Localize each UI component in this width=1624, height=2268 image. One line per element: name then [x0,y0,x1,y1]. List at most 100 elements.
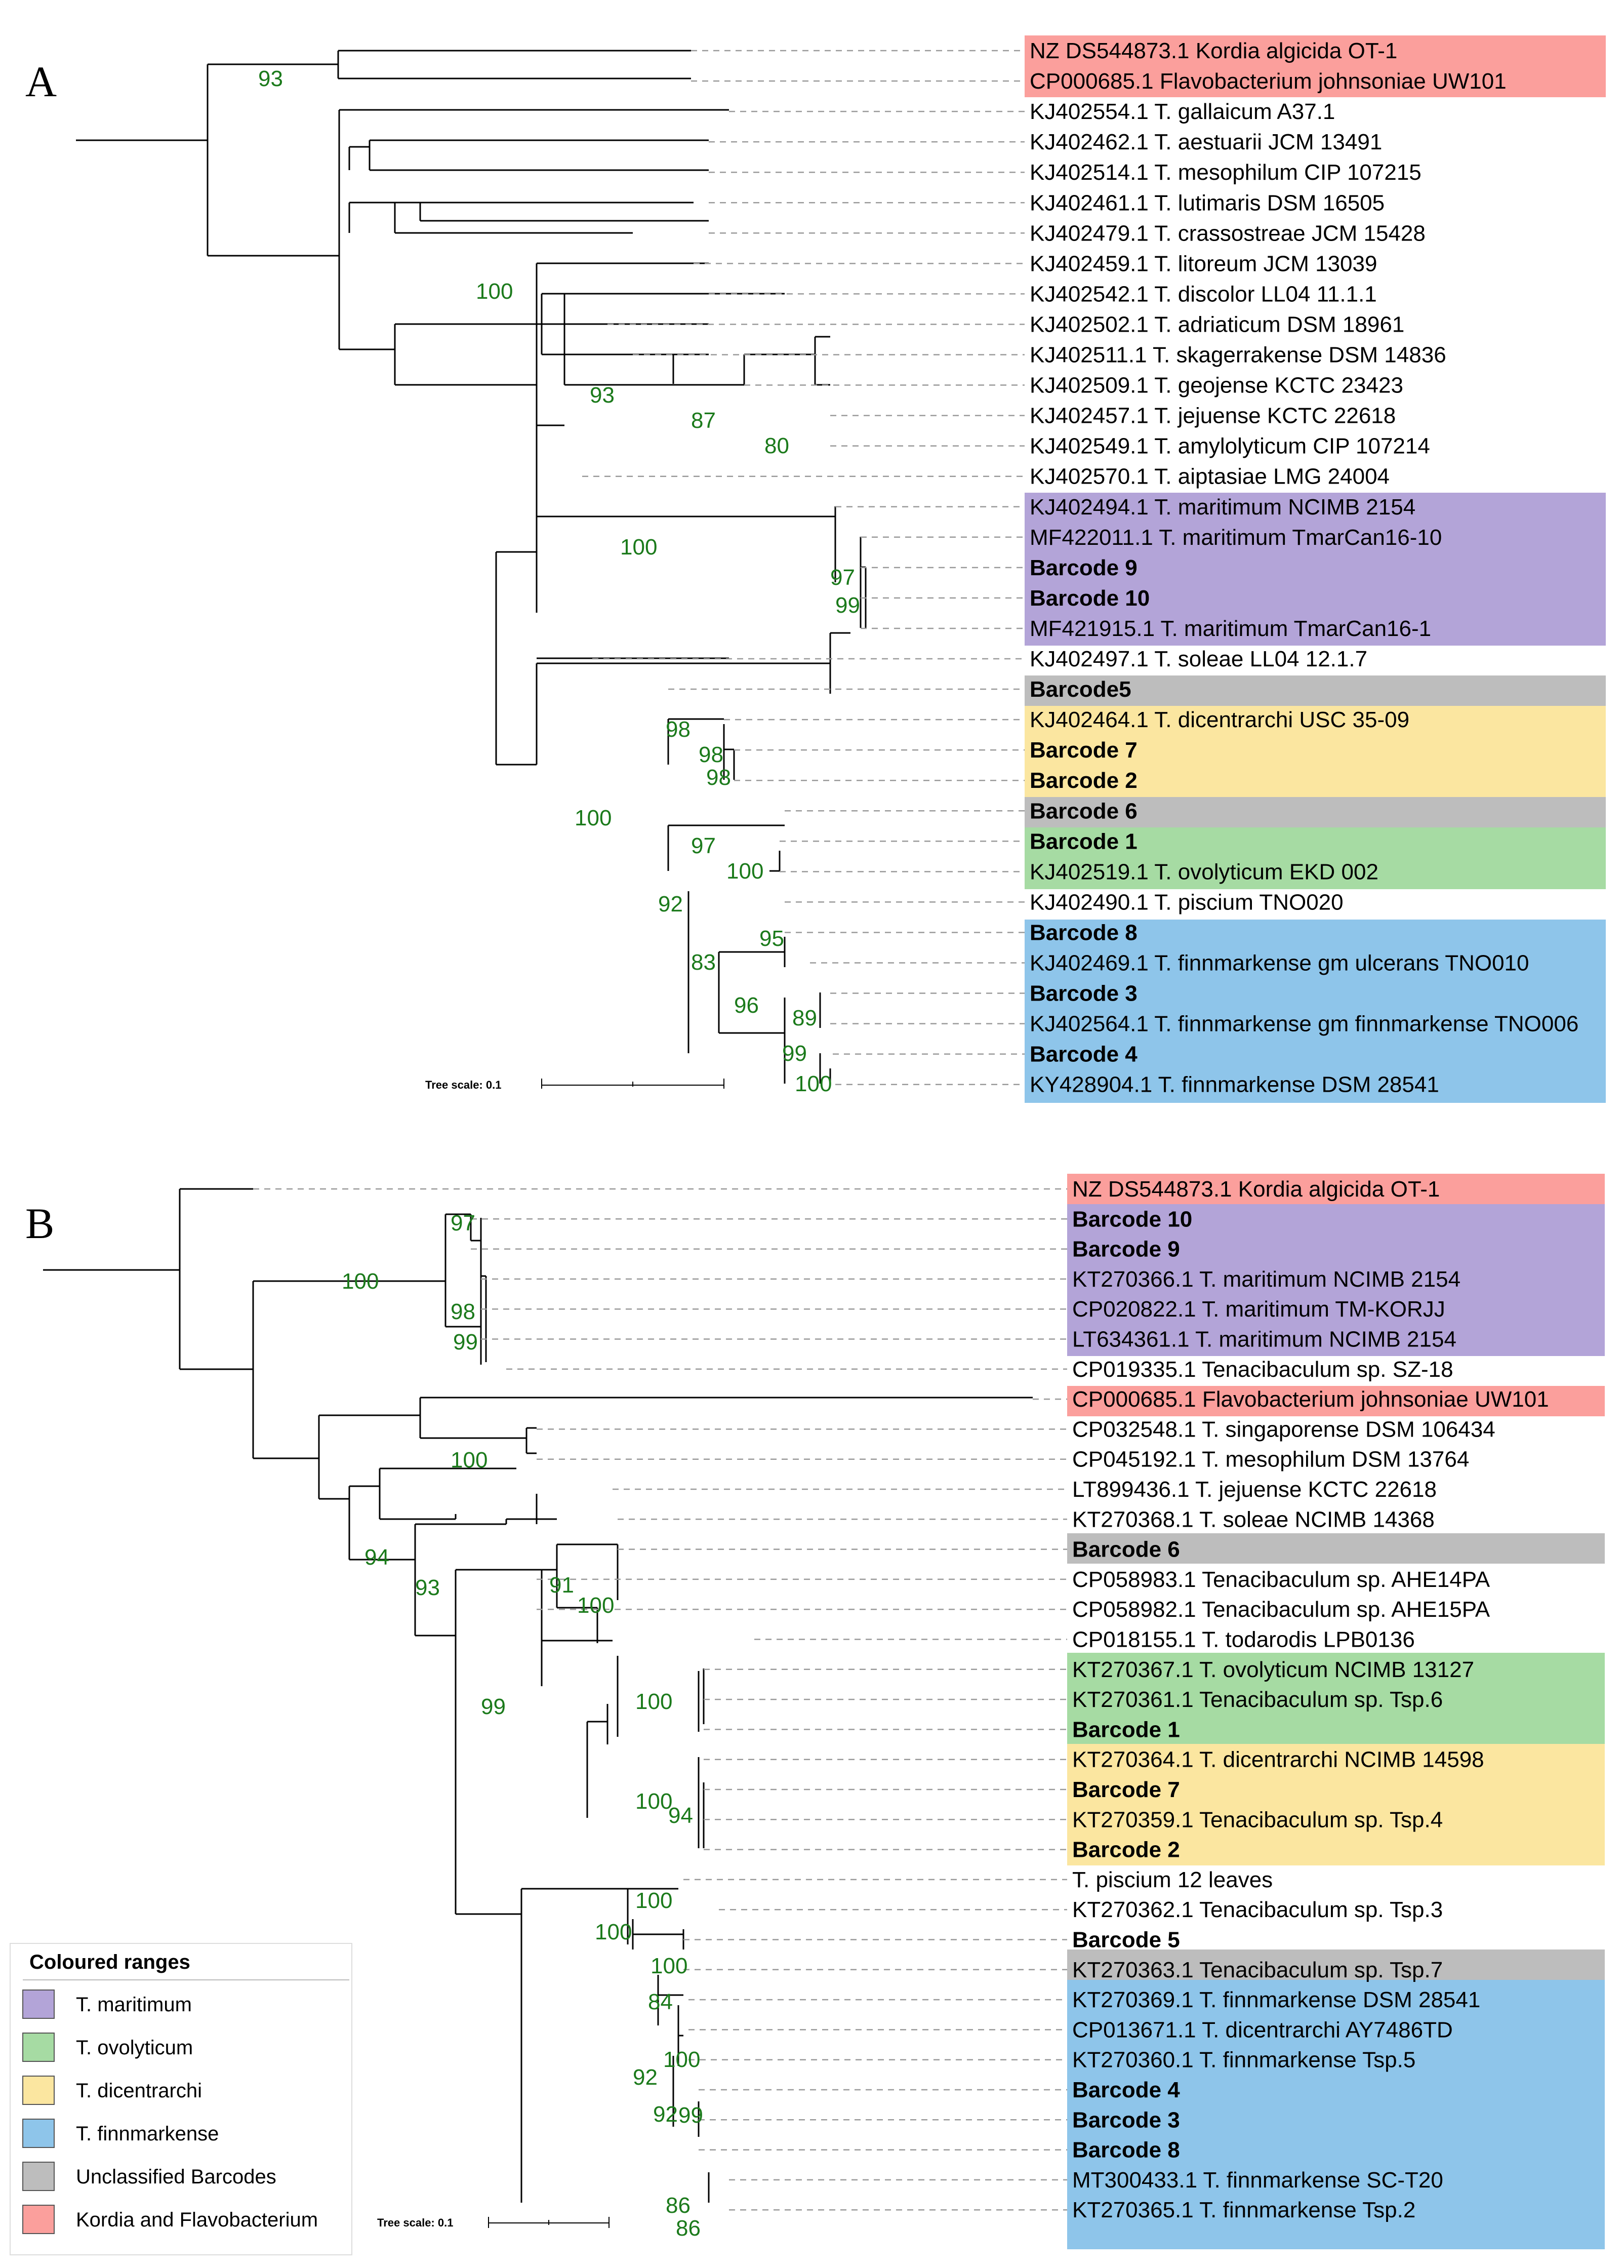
panel-b-letter: B [25,1199,54,1248]
bootstrap-value: 100 [635,1789,672,1814]
taxon-label: Barcode 10 [1072,1207,1192,1231]
legend-item-label: T. dicentrarchi [76,2080,202,2102]
bootstrap-value: 100 [595,1920,632,1944]
legend: Coloured ranges T. maritimum T. ovolyticu… [10,1943,352,2255]
taxon-label: Barcode 3 [1072,2107,1180,2132]
taxon-label: Barcode 6 [1030,799,1138,823]
range-maritimum [1067,1204,1605,1356]
bootstrap-value: 99 [453,1330,478,1355]
taxon-label: CP000685.1 Flavobacterium johnsoniae UW1… [1030,69,1507,94]
taxon-label: Barcode 2 [1072,1838,1180,1862]
taxon-label: Barcode 4 [1072,2078,1180,2102]
taxon-label: CP013671.1 T. dicentrarchi AY7486TD [1072,2017,1453,2042]
taxon-label: KJ402511.1 T. skagerrakense DSM 14836 [1030,343,1446,368]
legend-swatch [22,1990,55,2019]
taxon-label: CP058983.1 Tenacibaculum sp. AHE14PA [1072,1567,1490,1592]
bootstrap-value: 100 [577,1593,614,1618]
taxon-label: CP032548.1 T. singaporense DSM 106434 [1072,1417,1495,1442]
taxon-label: T. piscium 12 leaves [1072,1867,1273,1892]
bootstrap-value: 100 [651,1954,687,1978]
bootstrap-value: 99 [835,593,860,618]
taxon-label: Barcode5 [1030,677,1131,702]
range-finnmarkense [1067,1980,1605,2249]
bootstrap-value: 99 [782,1041,807,1066]
legend-swatch [22,2162,55,2191]
taxon-label: Barcode 9 [1072,1237,1180,1262]
legend-items: T. maritimum T. ovolyticum T. dicentrarchi… [22,1990,318,2234]
taxon-label: Barcode 1 [1072,1717,1180,1742]
taxon-label: KJ402570.1 T. aiptasiae LMG 24004 [1030,464,1390,489]
legend-swatch [22,2033,55,2062]
legend-swatch [22,2076,55,2105]
bootstrap-value: 97 [830,565,855,590]
bootstrap-value: 80 [764,433,789,458]
taxon-label: NZ DS544873.1 Kordia algicida OT-1 [1072,1177,1440,1202]
legend-item-label: Unclassified Barcodes [76,2166,276,2188]
bootstrap-value: 93 [415,1575,440,1600]
bootstrap-value: 97 [691,833,716,858]
taxon-label: CP020822.1 T. maritimum TM-KORJJ [1072,1297,1445,1322]
taxon-label: CP019335.1 Tenacibaculum sp. SZ-18 [1072,1357,1453,1382]
bootstrap-value: 98 [706,765,731,790]
taxon-label: KT270366.1 T. maritimum NCIMB 2154 [1072,1267,1460,1292]
legend-item-label: T. ovolyticum [76,2037,193,2059]
taxon-label: KJ402502.1 T. adriaticum DSM 18961 [1030,312,1404,337]
taxon-label: LT899436.1 T. jejuense KCTC 22618 [1072,1477,1437,1502]
taxon-label: Barcode 5 [1072,1928,1180,1953]
bootstrap-value: 98 [699,742,723,767]
taxon-label: CP018155.1 T. todarodis LPB0136 [1072,1627,1415,1652]
taxon-label: Barcode 4 [1030,1042,1138,1067]
bootstrap-value: 91 [549,1573,574,1598]
taxon-label: Barcode 3 [1030,981,1138,1006]
bootstrap-value: 100 [620,535,657,560]
taxon-label: CP045192.1 T. mesophilum DSM 13764 [1072,1447,1469,1472]
bootstrap-value: 92 [633,2065,658,2090]
bootstrap-value: 100 [795,1071,832,1096]
panel-b: B NZ DS544873.1 Kordia algicida OT- [10,1174,1605,2255]
taxon-label: KT270365.1 T. finnmarkense Tsp.2 [1072,2198,1415,2222]
bootstrap-value: 95 [759,926,784,951]
taxon-label: KJ402549.1 T. amylolyticum CIP 107214 [1030,434,1430,459]
taxon-label: Barcode 6 [1072,1537,1180,1562]
taxon-label: Barcode 1 [1030,829,1138,854]
taxon-label: KT270369.1 T. finnmarkense DSM 28541 [1072,1987,1480,2012]
legend-title: Coloured ranges [29,1951,190,1973]
bootstrap-value: 84 [648,1990,673,2014]
range-maritimum [1025,493,1606,646]
taxon-label: KJ402542.1 T. discolor LL04 11.1.1 [1030,282,1377,306]
panel-b-tree [43,1188,1033,2203]
taxon-label: CP058982.1 Tenacibaculum sp. AHE15PA [1072,1597,1490,1622]
taxon-label: MT300433.1 T. finnmarkense SC-T20 [1072,2168,1443,2193]
taxon-label: Barcode 8 [1072,2138,1180,2163]
taxon-label: CP000685.1 Flavobacterium johnsoniae UW1… [1072,1387,1549,1412]
taxon-label: Barcode 10 [1030,586,1150,611]
bootstrap-value: 100 [663,2047,700,2072]
taxon-label: MF422011.1 T. maritimum TmarCan16-10 [1030,525,1442,550]
bootstrap-value: 93 [258,66,283,91]
taxon-label: Barcode 9 [1030,555,1138,580]
panel-a-support: 9310093878010097999898981009710092958396… [258,66,860,1096]
taxon-label: KJ402464.1 T. dicentrarchi USC 35-09 [1030,707,1409,732]
legend-item-label: T. finnmarkense [76,2123,219,2145]
taxon-label: KT270367.1 T. ovolyticum NCIMB 13127 [1072,1657,1474,1682]
bootstrap-value: 89 [792,1006,817,1030]
panel-a-tree [76,50,867,1084]
tree-scale-label: Tree scale: 0.1 [377,2216,453,2229]
taxon-label: KJ402469.1 T. finnmarkense gm ulcerans T… [1030,951,1529,976]
bootstrap-value: 92 [658,892,683,917]
taxon-label: KJ402519.1 T. ovolyticum EKD 002 [1030,859,1378,884]
taxon-label: KJ402479.1 T. crassostreae JCM 15428 [1030,221,1426,246]
taxon-label: KT270360.1 T. finnmarkense Tsp.5 [1072,2048,1415,2073]
legend-swatch [22,2205,55,2234]
taxon-label: KT270364.1 T. dicentrarchi NCIMB 14598 [1072,1747,1484,1772]
tree-branches [471,1218,710,2203]
range-ovolyticum [1067,1653,1605,1744]
panel-b-leaders [253,1188,1067,2211]
range-finnmarkense [1025,920,1606,1103]
range-kordia [1025,35,1606,97]
taxon-label: KT270362.1 Tenacibaculum sp. Tsp.3 [1072,1897,1443,1922]
bootstrap-value: 83 [691,950,716,975]
bootstrap-value: 98 [666,717,691,742]
panel-a-letter: A [25,57,57,106]
